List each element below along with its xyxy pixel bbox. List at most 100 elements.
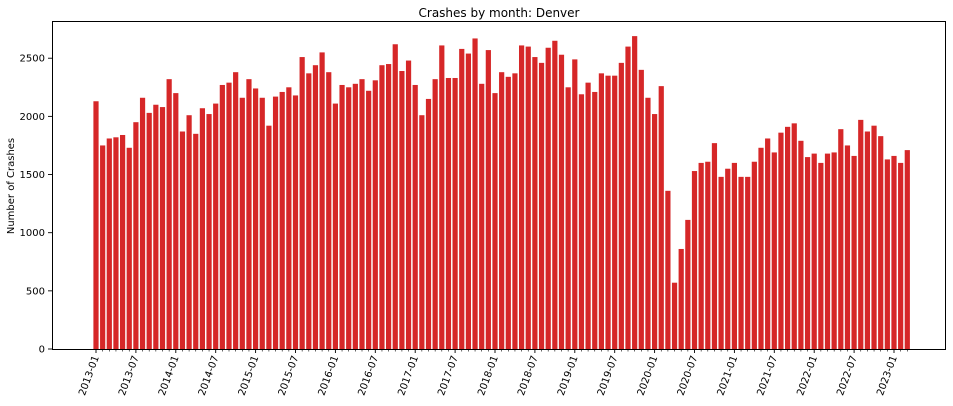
bar [319,52,325,350]
bar [405,60,412,350]
bar [731,162,737,349]
bar [532,57,538,350]
bar [279,91,285,349]
bar [738,176,744,349]
bar [439,45,445,350]
bar [153,104,159,350]
bar [698,162,704,349]
bar [652,114,658,349]
bar [658,86,664,349]
bar [166,79,172,349]
bar [785,126,791,349]
y-tick-label: 500 [26,286,45,297]
bar [711,143,718,349]
bars-group [93,36,910,350]
y-tick-label: 1500 [20,170,45,181]
bar [492,93,498,349]
y-axis-ticks: 0 500 1000 1500 2000 2500 [20,54,52,356]
bar [605,75,611,350]
y-tick-label: 0 [39,345,45,356]
bar [798,140,804,349]
bar [479,83,485,349]
bar [246,79,252,349]
bar [199,108,205,349]
bar [838,129,844,349]
bar [552,40,558,350]
bar [425,98,432,350]
bar [206,114,212,349]
bar [179,131,186,349]
bar [811,153,817,349]
bar [299,57,305,350]
bar [578,94,585,349]
bar [272,96,279,349]
bar [898,162,904,349]
y-tick-label: 2000 [20,112,45,123]
bar [133,122,139,349]
bar [306,73,312,349]
bar [146,112,152,349]
bar [366,90,372,349]
bar [472,38,478,349]
bar [286,87,292,350]
bar [871,125,877,350]
bar [718,176,724,349]
bar [858,119,864,350]
bar [100,145,106,349]
bar [824,153,831,349]
bar [771,152,777,349]
bar [671,282,678,349]
y-tick-label: 1000 [20,228,45,239]
bar [519,45,525,350]
bar [512,73,518,349]
bar [392,44,398,349]
chart-title: Crashes by month: Denver [419,6,580,20]
bar [558,54,565,349]
bar [878,136,884,349]
bar [419,115,425,350]
bar [113,137,119,349]
bar [844,145,851,349]
bar [751,161,757,349]
bar [412,84,418,349]
bar [239,97,245,350]
bar [399,71,405,349]
bar [645,97,651,350]
bar [485,50,491,349]
bar [312,65,319,349]
bar [346,87,352,350]
bar [499,72,505,350]
bar [685,219,691,349]
plot-frame [52,21,946,350]
bar [106,138,112,349]
bar [612,75,618,350]
bar [632,36,638,350]
bar [592,91,598,349]
bar [253,88,259,350]
bar [465,53,471,349]
bar [598,73,604,349]
bar [904,150,910,349]
bar [292,95,299,349]
bar [379,65,385,349]
bar [186,115,192,350]
bar [778,132,784,349]
bar [213,103,219,349]
bar [226,82,232,350]
bar [326,72,332,350]
bar [359,79,365,349]
bar [831,152,837,349]
bar [339,84,345,349]
bar [884,159,890,349]
bar [891,155,897,349]
bar [445,77,452,350]
bar [791,123,797,349]
bar [818,162,824,349]
y-axis-label: Number of Crashes [6,138,17,234]
bar [193,133,199,349]
bar [259,97,265,350]
bar [386,64,392,349]
bar [233,72,239,350]
bar [332,103,338,349]
